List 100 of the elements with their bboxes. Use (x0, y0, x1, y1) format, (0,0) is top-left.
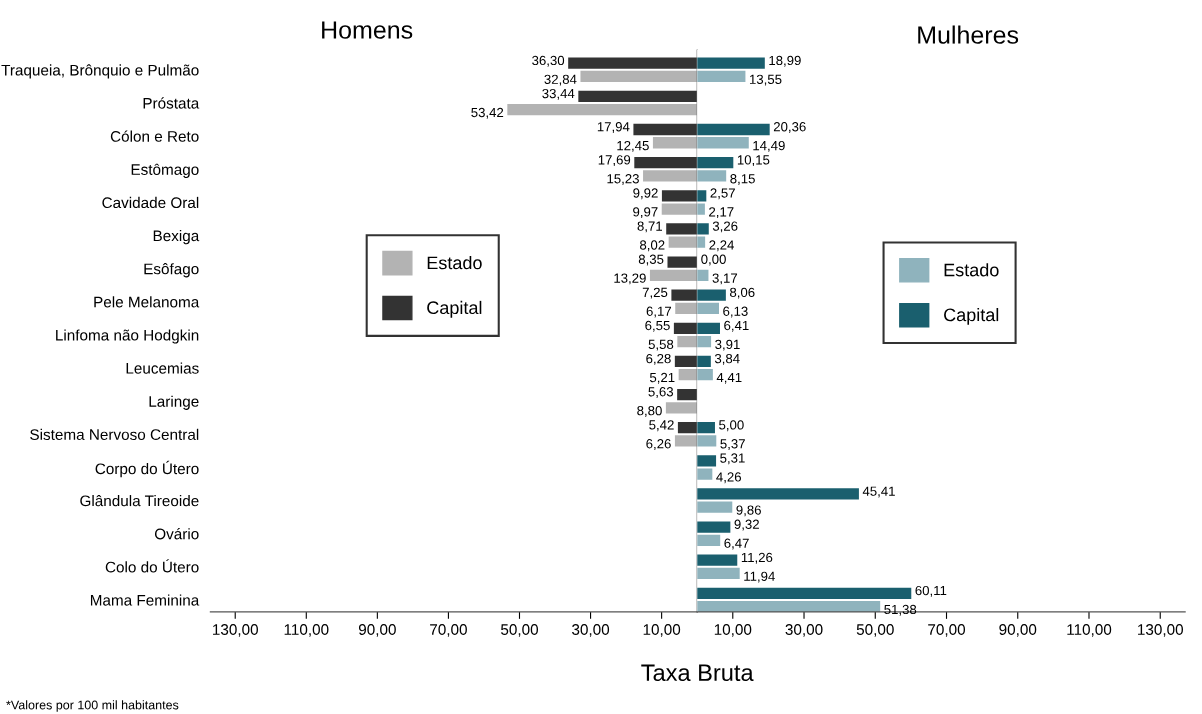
data-label: 33,44 (542, 88, 575, 100)
data-label: 6,47 (724, 538, 749, 550)
data-label: 60,11 (915, 585, 947, 597)
y-tick-label: Mama Feminina (90, 594, 200, 606)
bar (697, 521, 731, 533)
data-label: 11,26 (741, 552, 773, 564)
data-label: 8,35 (638, 254, 664, 266)
bar (697, 468, 713, 480)
y-tick-label: Laringe (149, 395, 199, 410)
y-tick-label: Traqueia, Brônquio e Pulmão (1, 64, 199, 79)
x-tick-label: 10,00 (714, 624, 752, 637)
bar (697, 488, 859, 500)
data-label: 9,97 (633, 207, 658, 219)
bar (677, 388, 698, 401)
legend-label: Capital (944, 308, 999, 325)
x-axis-title: Taxa Bruta (641, 664, 754, 682)
data-label: 6,41 (724, 320, 749, 332)
y-tick-label: Corpo do Útero (95, 460, 199, 478)
data-label: 17,69 (598, 155, 631, 167)
text: Mulheres (918, 25, 1019, 44)
data-label: 6,26 (646, 439, 671, 451)
data-label: 3,26 (712, 221, 738, 233)
data-label: 8,71 (637, 221, 663, 233)
data-label: 6,28 (646, 353, 671, 365)
x-tick-label: 110,00 (1067, 624, 1112, 637)
bar (697, 203, 705, 215)
data-label: 7,25 (642, 287, 668, 299)
data-label: 5,31 (720, 453, 745, 465)
data-label: 5,42 (649, 420, 674, 432)
data-label: 9,92 (633, 188, 658, 200)
data-label: 5,63 (648, 387, 674, 398)
data-label: 45,41 (862, 486, 895, 498)
data-label: 36,30 (532, 55, 565, 67)
legend-label: Estado (427, 255, 482, 270)
bar (697, 600, 881, 612)
data-label: 8,80 (637, 405, 662, 417)
y-tick-label: Sistema Nervoso Central (30, 428, 199, 440)
data-label: 8,06 (730, 287, 755, 299)
data-label: 3,91 (715, 339, 740, 351)
y-tick-label: Ovário (154, 527, 199, 540)
data-label: 13,55 (750, 74, 782, 86)
data-label: 17,94 (597, 122, 630, 133)
data-label: 0,00 (701, 254, 726, 266)
data-label: 11,94 (744, 571, 775, 583)
data-label: 8,02 (640, 240, 665, 252)
data-label: 10,15 (737, 155, 770, 167)
y-tick-label: Próstata (143, 97, 200, 109)
data-label: 2,17 (709, 207, 734, 219)
bar (697, 587, 912, 599)
legend-label: Estado (944, 263, 999, 277)
bar (667, 256, 698, 268)
y-tick-label: Leucemias (126, 362, 199, 374)
y-tick-label: Colo do Útero (105, 559, 199, 573)
y-tick-label: Glândula Tireoide (80, 494, 199, 507)
y-tick-label: Cólon e Reto (110, 130, 199, 142)
bar (697, 501, 733, 513)
data-label: 13,29 (614, 273, 646, 285)
y-tick-label: Pele Melanoma (94, 296, 200, 308)
text: *Valores por 100 mil habitantes (6, 700, 179, 712)
data-label: 5,58 (648, 339, 674, 351)
y-tick-label: Linfoma não Hodgkin (56, 329, 199, 344)
x-tick-label: 10,00 (643, 624, 681, 637)
x-tick-label: 110,00 (284, 624, 329, 637)
data-label: 51,38 (884, 604, 917, 616)
data-label: 6,13 (723, 306, 748, 318)
data-label: 6,55 (645, 320, 670, 332)
data-label: 5,37 (720, 439, 745, 451)
bar (697, 567, 740, 580)
data-label: 6,17 (646, 306, 672, 318)
data-label: 4,41 (716, 372, 742, 384)
data-label: 5,00 (719, 420, 744, 432)
bar (697, 554, 738, 566)
x-tick-label: 90,00 (358, 624, 396, 637)
x-tick-label: 70,00 (928, 624, 966, 637)
y-tick-label: Esôfago (144, 263, 199, 278)
data-label: 20,36 (773, 122, 806, 133)
data-label: 53,42 (471, 107, 504, 119)
x-tick-label: 50,00 (856, 624, 894, 637)
bar (578, 90, 698, 102)
x-tick-label: 90,00 (999, 624, 1037, 637)
y-tick-label: Estômago (131, 163, 199, 178)
data-label: 8,15 (730, 174, 755, 185)
data-label: 5,21 (649, 372, 675, 384)
x-tick-label: 70,00 (430, 624, 467, 637)
data-label: 32,84 (544, 74, 577, 86)
bar (507, 103, 698, 116)
legend-label: Capital (427, 300, 482, 318)
x-tick-label: 30,00 (572, 624, 610, 637)
data-label: 3,84 (714, 353, 740, 365)
x-tick-label: 130,00 (213, 624, 258, 637)
bar (697, 455, 717, 467)
y-tick-label: Cavidade Oral (102, 196, 199, 209)
x-tick-label: 50,00 (500, 624, 539, 637)
bar (665, 402, 698, 414)
bar (697, 534, 721, 546)
data-label: 14,49 (753, 140, 785, 152)
data-label: 9,32 (734, 519, 759, 531)
x-tick-label: 130,00 (1138, 624, 1184, 637)
data-label: 4,26 (716, 472, 741, 484)
data-label: 15,23 (607, 174, 639, 185)
